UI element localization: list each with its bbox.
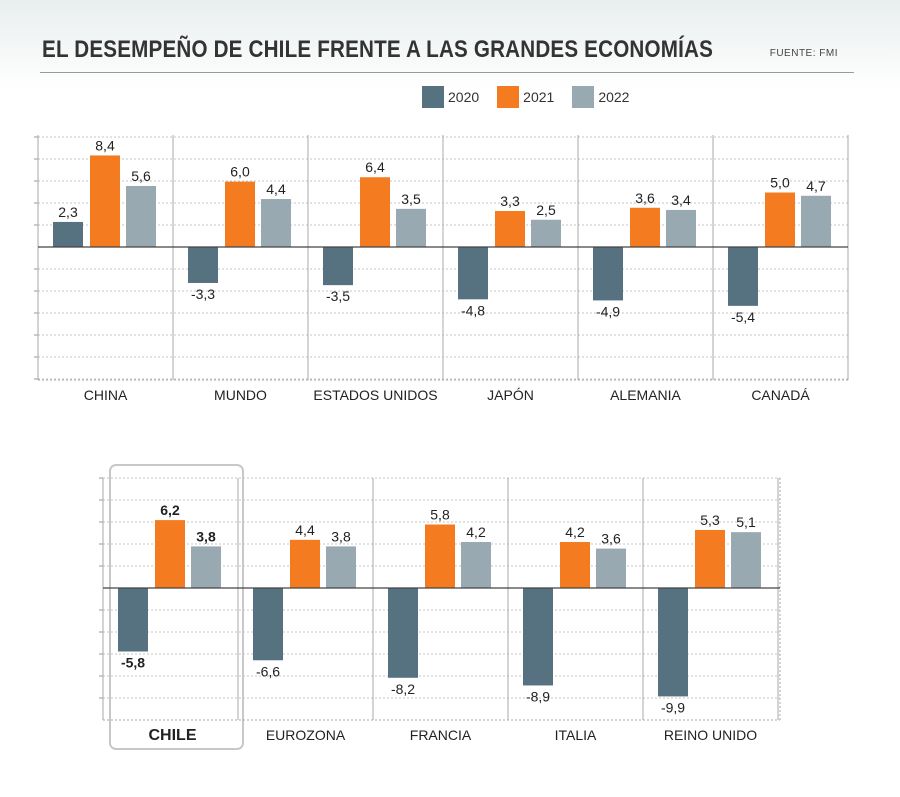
- data-label-reino-unido-2021: 5,3: [700, 512, 720, 528]
- legend-label-2020: 2020: [448, 89, 480, 105]
- bar-chile-2021: [155, 520, 185, 588]
- legend-swatch-2022: [572, 86, 595, 108]
- source-note: FUENTE: FMI: [769, 48, 838, 59]
- data-label-italia-2022: 3,6: [601, 531, 621, 547]
- data-label-mundo-2021: 6,0: [230, 164, 250, 180]
- bar-alemania-2022: [666, 209, 696, 247]
- data-label-estados-unidos-2020: -3,5: [326, 288, 350, 304]
- bar-china-2021: [90, 155, 120, 247]
- data-label-eurozona-2022: 3,8: [331, 528, 351, 544]
- data-label-japon-2020: -4,8: [461, 302, 485, 318]
- data-label-alemania-2020: -4,9: [596, 303, 620, 319]
- bar-reino-unido-2021: [695, 529, 725, 588]
- data-label-estados-unidos-2021: 6,4: [365, 159, 385, 175]
- legend-item-2021: 2021: [497, 86, 554, 108]
- bar-mundo-2020: [188, 247, 218, 283]
- bar-china-2020: [53, 221, 83, 247]
- legend-label-2021: 2021: [523, 89, 555, 105]
- category-label-japon: JAPÓN: [487, 387, 534, 403]
- bar-mundo-2021: [225, 181, 255, 247]
- bar-estados-unidos-2020: [323, 247, 353, 286]
- bar-japon-2020: [458, 247, 488, 300]
- bar-reino-unido-2022: [731, 532, 761, 588]
- category-label-francia: FRANCIA: [410, 727, 472, 743]
- highlight-box-chile: [109, 464, 244, 750]
- bar-china-2022: [126, 185, 156, 247]
- category-label-eurozona: EUROZONA: [266, 727, 346, 743]
- legend-label-2022: 2022: [598, 89, 630, 105]
- category-label-estados-unidos: ESTADOS UNIDOS: [313, 387, 437, 403]
- data-label-francia-2020: -8,2: [391, 681, 415, 697]
- data-label-china-2020: 2,3: [58, 204, 78, 220]
- bar-canada-2020: [728, 247, 758, 306]
- data-label-canada-2020: -5,4: [731, 309, 755, 325]
- bar-eurozona-2022: [326, 546, 356, 588]
- data-label-alemania-2022: 3,4: [671, 192, 691, 208]
- data-label-reino-unido-2022: 5,1: [736, 514, 756, 530]
- bar-mundo-2022: [261, 199, 291, 247]
- legend: 2020 2021 2022: [422, 86, 629, 108]
- bar-alemania-2020: [593, 247, 623, 301]
- data-label-mundo-2020: -3,3: [191, 286, 215, 302]
- data-label-canada-2021: 5,0: [770, 175, 790, 191]
- legend-swatch-2021: [497, 86, 520, 108]
- data-label-italia-2020: -8,9: [526, 688, 550, 704]
- legend-item-2022: 2022: [572, 86, 629, 108]
- bar-francia-2020: [388, 588, 418, 678]
- chart-title: EL DESEMPEÑO DE CHILE FRENTE A LAS GRAND…: [42, 36, 714, 63]
- bar-chile-2022: [191, 546, 221, 588]
- bar-reino-unido-2020: [658, 588, 688, 697]
- bar-eurozona-2021: [290, 539, 320, 588]
- data-label-alemania-2021: 3,6: [635, 190, 655, 206]
- bar-japon-2022: [531, 219, 561, 247]
- data-label-mundo-2022: 4,4: [266, 181, 286, 197]
- data-label-chile-2020: -5,8: [121, 655, 145, 671]
- bar-japon-2021: [495, 211, 525, 247]
- data-label-estados-unidos-2022: 3,5: [401, 191, 421, 207]
- bar-eurozona-2020: [253, 588, 283, 661]
- category-label-mundo: MUNDO: [214, 387, 267, 403]
- bar-italia-2021: [560, 542, 590, 588]
- category-label-chile: CHILE: [149, 727, 197, 744]
- category-label-alemania: ALEMANIA: [610, 387, 681, 403]
- legend-item-2020: 2020: [422, 86, 479, 108]
- data-label-reino-unido-2020: -9,9: [661, 699, 685, 715]
- bar-francia-2022: [461, 542, 491, 588]
- data-label-canada-2022: 4,7: [806, 178, 826, 194]
- category-label-canada: CANADÁ: [751, 387, 810, 403]
- data-label-chile-2021: 6,2: [160, 502, 180, 518]
- bar-estados-unidos-2021: [360, 177, 390, 247]
- category-label-reino-unido: REINO UNIDO: [664, 727, 757, 743]
- data-label-eurozona-2021: 4,4: [295, 522, 315, 538]
- data-label-japon-2022: 2,5: [536, 202, 556, 218]
- category-label-italia: ITALIA: [555, 727, 597, 743]
- bar-estados-unidos-2022: [396, 208, 426, 247]
- bar-canada-2021: [765, 192, 795, 247]
- bar-alemania-2021: [630, 207, 660, 247]
- data-label-italia-2021: 4,2: [565, 524, 585, 540]
- data-label-francia-2022: 4,2: [466, 524, 486, 540]
- data-label-china-2022: 5,6: [131, 168, 151, 184]
- bar-chile-2020: [118, 588, 148, 652]
- bar-italia-2020: [523, 588, 553, 686]
- bar-canada-2022: [801, 195, 831, 247]
- category-label-china: CHINA: [84, 387, 128, 403]
- data-label-japon-2021: 3,3: [500, 193, 520, 209]
- bar-italia-2022: [596, 548, 626, 588]
- legend-swatch-2020: [422, 86, 444, 108]
- data-label-china-2021: 8,4: [95, 137, 115, 153]
- data-label-chile-2022: 3,8: [196, 528, 216, 544]
- title-divider: [40, 72, 854, 73]
- bar-francia-2021: [425, 524, 455, 588]
- data-label-francia-2021: 5,8: [430, 506, 450, 522]
- data-label-eurozona-2020: -6,6: [256, 663, 280, 679]
